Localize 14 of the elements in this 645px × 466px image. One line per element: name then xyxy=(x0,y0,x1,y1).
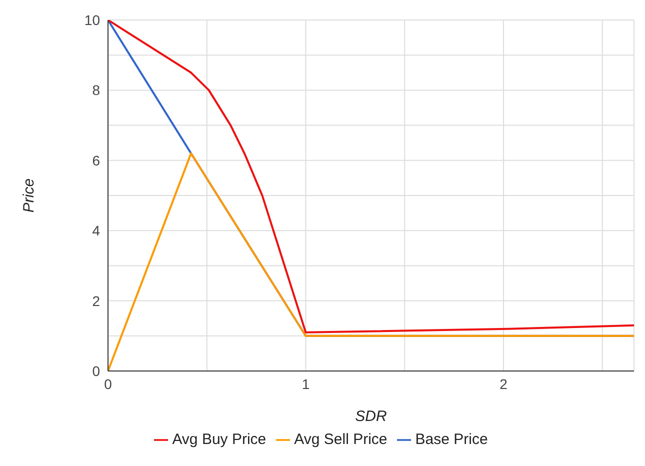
y-axis-title: Price xyxy=(20,178,38,213)
y-tick-label: 2 xyxy=(92,292,100,309)
x-tick-label: 1 xyxy=(302,376,310,392)
x-axis-title: SDR xyxy=(355,408,387,425)
y-tick-label: 10 xyxy=(84,12,100,28)
y-tick-label: 4 xyxy=(92,222,100,239)
x-tick-label: 2 xyxy=(500,376,508,392)
y-tick-label: 0 xyxy=(92,362,100,379)
y-tick-label: 6 xyxy=(92,152,100,168)
y-tick-label: 8 xyxy=(92,82,100,98)
legend-label: Avg Buy Price xyxy=(172,431,266,448)
x-tick-label: 0 xyxy=(104,376,112,392)
legend-label: Avg Sell Price xyxy=(294,431,388,448)
legend-label: Base Price xyxy=(415,431,488,448)
